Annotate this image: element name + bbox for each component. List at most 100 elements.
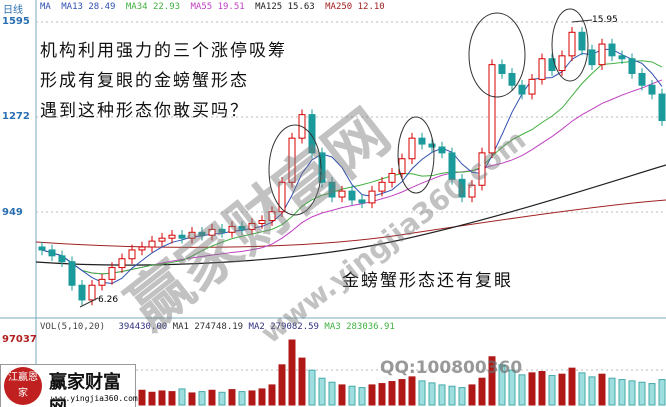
volume-bar bbox=[338, 384, 346, 406]
annotation-circle bbox=[397, 116, 435, 194]
volume-bar bbox=[658, 379, 666, 406]
volume-ma3: MA3 283036.91 bbox=[324, 322, 395, 332]
volume-legend: VOL(5,10,20) 394430.00 MA1 274748.19 MA2… bbox=[40, 322, 395, 332]
candle bbox=[218, 228, 226, 233]
period-label: 日线 bbox=[3, 5, 23, 16]
volume-bar bbox=[488, 356, 496, 406]
volume-bar bbox=[508, 369, 516, 406]
candle bbox=[198, 231, 206, 236]
annotation-line1: 机构利用强力的三个涨停吸筹 bbox=[40, 41, 287, 61]
candle bbox=[658, 93, 666, 122]
candle bbox=[68, 261, 76, 286]
high-pointer bbox=[571, 19, 593, 23]
candle bbox=[228, 225, 236, 233]
volume-bar bbox=[258, 388, 266, 406]
volume-bar bbox=[388, 381, 396, 406]
logo-name: 赢家财富网 bbox=[49, 372, 121, 407]
candle bbox=[88, 284, 96, 301]
candle bbox=[98, 278, 106, 286]
seal-icon: 江赢恩家 bbox=[4, 367, 42, 405]
candle bbox=[38, 246, 46, 251]
candle bbox=[148, 240, 156, 248]
high-price-label: 15.95 bbox=[592, 15, 618, 25]
candle bbox=[618, 55, 626, 60]
candle bbox=[318, 152, 326, 183]
candle bbox=[538, 58, 546, 80]
candle bbox=[438, 146, 446, 154]
candle bbox=[558, 55, 566, 72]
volume-tick: 97037 bbox=[2, 334, 37, 345]
candle bbox=[478, 152, 486, 186]
candle bbox=[638, 72, 646, 86]
low-price-label: 6.26 bbox=[98, 295, 119, 305]
candle bbox=[338, 190, 346, 198]
volume-bar bbox=[628, 380, 636, 406]
annotation-circle bbox=[468, 12, 526, 98]
candle bbox=[238, 225, 246, 230]
volume-bar bbox=[368, 384, 376, 406]
volume-bar bbox=[178, 388, 186, 406]
volume-bar bbox=[558, 373, 566, 406]
candle bbox=[78, 284, 86, 301]
volume-bar bbox=[608, 377, 616, 406]
volume-bar bbox=[218, 391, 226, 406]
candle bbox=[178, 234, 186, 239]
volume-bar bbox=[358, 387, 366, 406]
volume-bar bbox=[138, 389, 146, 406]
volume-bar bbox=[168, 391, 176, 406]
logo-url: www.yingjia360.com bbox=[51, 394, 138, 403]
candle bbox=[118, 258, 126, 269]
candle bbox=[468, 184, 476, 198]
volume-bar bbox=[528, 372, 536, 406]
candle bbox=[208, 228, 216, 236]
annotation-line3: 遇到这种形态你敢买吗？ bbox=[40, 101, 249, 121]
candle bbox=[418, 137, 426, 145]
volume-bar bbox=[268, 384, 276, 406]
volume-ma2: MA2 279082.59 bbox=[248, 322, 319, 332]
candle bbox=[368, 190, 376, 204]
volume-bar bbox=[238, 391, 246, 406]
volume-bar bbox=[518, 374, 526, 406]
ma34-value: MA34 22.93 bbox=[125, 2, 181, 12]
candle bbox=[358, 199, 366, 204]
candle bbox=[388, 172, 396, 183]
candle bbox=[428, 143, 436, 148]
candle bbox=[108, 267, 116, 280]
volume-bar bbox=[588, 376, 596, 406]
candle bbox=[568, 31, 576, 57]
annotation-line2: 形成有复眼的金螃蟹形态 bbox=[40, 71, 249, 91]
annotation-bottom: 金螃蟹形态还有复眼 bbox=[342, 271, 513, 291]
candle bbox=[408, 137, 416, 160]
volume-bar bbox=[378, 383, 386, 406]
ma250-line bbox=[35, 199, 666, 248]
ma250-value: MA250 12.10 bbox=[325, 2, 385, 12]
ma55-value: MA55 19.51 bbox=[190, 2, 245, 12]
candle bbox=[268, 211, 276, 222]
candle bbox=[528, 78, 536, 95]
ma125-value: MA125 15.63 bbox=[255, 2, 315, 12]
volume-bar bbox=[428, 382, 436, 406]
volume-bar bbox=[228, 389, 236, 406]
candle bbox=[578, 31, 586, 51]
volume-bar bbox=[348, 385, 356, 406]
volume-bar bbox=[478, 377, 486, 406]
candle bbox=[378, 181, 386, 192]
volume-bar bbox=[598, 373, 606, 406]
candle bbox=[588, 49, 596, 66]
volume-ma1: MA1 274748.19 bbox=[172, 322, 244, 332]
ma13-value: MA13 28.49 bbox=[61, 2, 116, 12]
candle bbox=[488, 64, 496, 154]
candle bbox=[458, 178, 466, 198]
annotation-circle bbox=[551, 8, 589, 82]
volume-bar bbox=[188, 392, 196, 406]
candle bbox=[598, 43, 606, 66]
volume-bar bbox=[578, 372, 586, 406]
candle bbox=[448, 152, 456, 180]
ma-label: MA bbox=[40, 2, 51, 12]
candle bbox=[258, 220, 266, 224]
volume-bar bbox=[548, 375, 556, 406]
volume-label: VOL(5,10,20) bbox=[40, 322, 106, 332]
volume-bar bbox=[618, 379, 626, 406]
y-tick: 1595 bbox=[2, 16, 30, 27]
